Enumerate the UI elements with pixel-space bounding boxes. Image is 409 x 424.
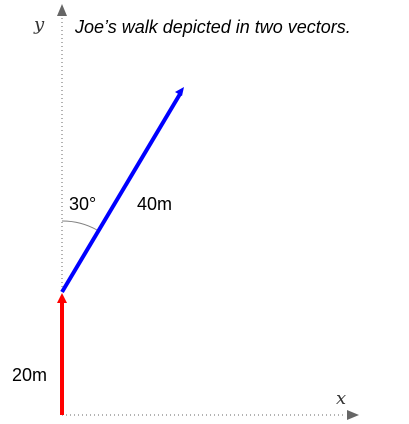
- vector-40m-label: 40m: [137, 194, 172, 214]
- y-axis-label: y: [33, 14, 45, 35]
- vector-40m-arrowhead: [175, 87, 184, 96]
- angle-arc: [61, 220, 98, 231]
- angle-label: 30°: [69, 194, 96, 214]
- diagram-title: Joe’s walk depicted in two vectors.: [74, 17, 351, 37]
- x-axis-arrowhead: [347, 410, 359, 420]
- x-axis-label: x: [336, 388, 346, 409]
- vector-20m-label: 20m: [12, 365, 47, 385]
- y-axis-arrowhead: [57, 4, 67, 16]
- vector-20m-arrowhead: [57, 293, 67, 303]
- vector-40m-shaft: [60, 92, 182, 294]
